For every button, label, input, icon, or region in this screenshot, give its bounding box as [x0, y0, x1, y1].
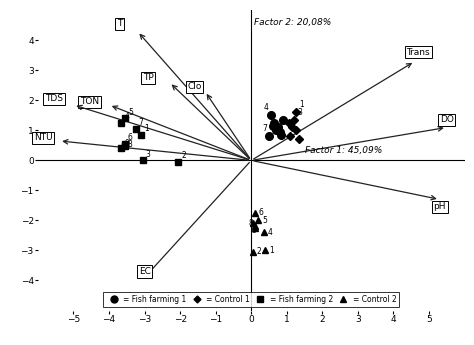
- Text: 5: 5: [262, 216, 267, 225]
- Text: 8: 8: [249, 219, 254, 228]
- Text: Factor 1: 45,09%: Factor 1: 45,09%: [304, 146, 382, 155]
- Text: 9: 9: [275, 123, 280, 132]
- Text: Factor 2: 20,08%: Factor 2: 20,08%: [254, 18, 331, 27]
- Text: TP: TP: [143, 73, 154, 82]
- Text: 1: 1: [299, 100, 304, 109]
- Text: Trans: Trans: [407, 48, 430, 57]
- Text: 4: 4: [267, 228, 272, 237]
- Text: TDS: TDS: [45, 95, 63, 103]
- Text: 8: 8: [294, 127, 299, 136]
- Text: 5: 5: [128, 108, 133, 117]
- Text: T: T: [117, 19, 122, 28]
- Text: 7: 7: [262, 125, 267, 134]
- Text: NTU: NTU: [34, 134, 53, 142]
- Text: pH: pH: [433, 203, 446, 211]
- Text: 3: 3: [297, 108, 302, 117]
- Text: 4: 4: [264, 104, 269, 112]
- Legend: = Fish farming 1, = Control 1, = Fish farming 2, = Control 2: = Fish farming 1, = Control 1, = Fish fa…: [103, 292, 400, 307]
- Text: 1: 1: [269, 246, 274, 255]
- Text: 6: 6: [128, 134, 133, 142]
- Text: 4: 4: [124, 112, 129, 121]
- Text: 8: 8: [128, 140, 133, 149]
- Text: 6: 6: [258, 208, 263, 217]
- Text: 2: 2: [181, 151, 186, 160]
- Text: EC: EC: [138, 267, 151, 276]
- Text: 9: 9: [124, 139, 129, 148]
- Text: TON: TON: [80, 97, 99, 106]
- Text: 7: 7: [138, 118, 144, 127]
- Text: 3: 3: [251, 226, 256, 235]
- Text: 1: 1: [144, 125, 149, 134]
- Text: 3: 3: [146, 150, 151, 159]
- Text: Clo: Clo: [187, 82, 201, 91]
- Text: DO: DO: [440, 116, 454, 125]
- Text: 2: 2: [256, 247, 261, 256]
- Text: 9: 9: [251, 225, 256, 234]
